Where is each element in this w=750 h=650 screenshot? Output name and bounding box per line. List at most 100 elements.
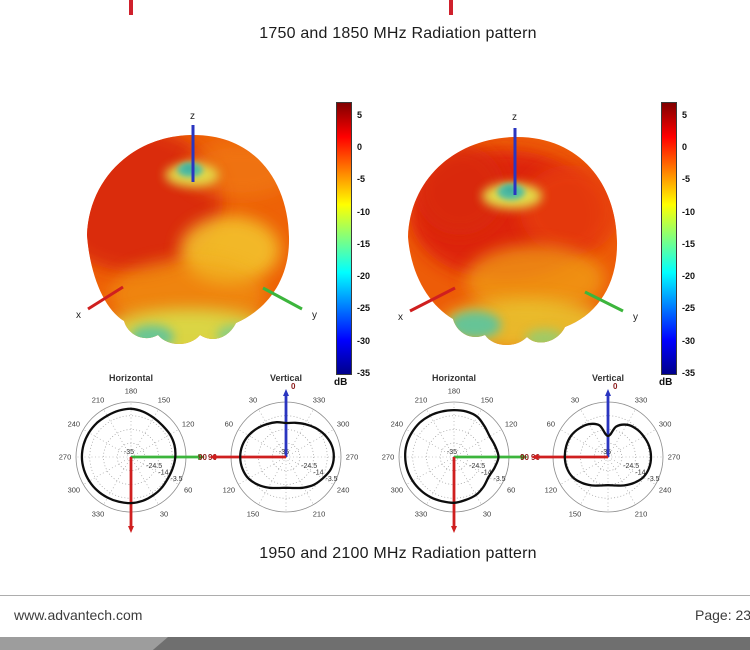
angle-tick-label: 60 bbox=[507, 486, 515, 495]
angle-tick-label: 150 bbox=[481, 395, 494, 404]
colorbar-tick-label: -25 bbox=[682, 303, 696, 314]
footer-bar bbox=[0, 637, 750, 650]
angle-tick-label: 210 bbox=[635, 510, 648, 519]
footer-bar-accent bbox=[0, 637, 168, 650]
y-axis-label: y bbox=[312, 310, 317, 321]
angle-tick-label: 210 bbox=[313, 510, 326, 519]
angle-tick-label: 300 bbox=[337, 420, 350, 429]
y-axis-line bbox=[262, 286, 303, 311]
y-axis-line bbox=[584, 290, 624, 313]
figure-caption-top: 1750 and 1850 MHz Radiation pattern bbox=[259, 25, 537, 42]
angle-tick-label: 180 bbox=[448, 387, 461, 396]
angle-tick-label: 240 bbox=[337, 486, 350, 495]
colorbar-tick-label: -20 bbox=[357, 271, 371, 282]
polar-plot-title: Horizontal bbox=[109, 373, 153, 383]
colorbar-tick-label: 5 bbox=[682, 109, 688, 120]
colorbar-tick-label: 0 bbox=[682, 142, 688, 153]
colorbar-tick-label: -30 bbox=[357, 335, 371, 346]
angle-tick-label: 330 bbox=[92, 510, 105, 519]
angle-tick-label: 330 bbox=[635, 395, 648, 404]
radial-tick-label: -14 bbox=[313, 470, 323, 477]
radial-tick-label: -35 bbox=[124, 449, 134, 456]
radial-tick-label: -24.5 bbox=[301, 463, 317, 470]
polar-angle-labels: 30 60 120 150 180 210 240 270 300 330 bbox=[59, 387, 195, 519]
radiation-curve bbox=[80, 407, 177, 505]
footer-website: www.advantech.com bbox=[14, 607, 143, 623]
radial-tick-label: -3.5 bbox=[494, 476, 506, 483]
angle-tick-label: 120 bbox=[223, 486, 236, 495]
polar-angle-labels: 30 60 120 150 210 240 270 300 330 bbox=[545, 395, 681, 518]
colorbar-gradient bbox=[336, 102, 352, 375]
red-axis-arrow: 90 bbox=[520, 453, 608, 462]
y-axis-label: y bbox=[633, 312, 638, 323]
colorbar-tick-label: 5 bbox=[357, 109, 363, 120]
colorbar-tick-label: -35 bbox=[357, 368, 371, 378]
radial-tick-label: -35 bbox=[279, 449, 289, 456]
radial-tick-label: -3.5 bbox=[326, 476, 338, 483]
angle-tick-label: 300 bbox=[659, 420, 672, 429]
polar-angle-labels: 30 60 120 150 210 240 270 300 330 bbox=[223, 395, 359, 518]
radiation-curve bbox=[563, 422, 653, 487]
radiation-curve bbox=[404, 408, 500, 504]
angle-tick-label: 270 bbox=[346, 453, 359, 462]
angle-tick-label: 270 bbox=[668, 453, 681, 462]
polar-ring-labels: -35 -24.5-14-3.5 bbox=[124, 449, 183, 483]
colorbar-tick-label: -15 bbox=[357, 238, 371, 249]
colorbar-right: dB 5 0 -5 -10 -15 -20 -25 -30 -35 bbox=[659, 102, 725, 397]
angle-tick-label: 270 bbox=[59, 453, 72, 462]
red-axis-arrow bbox=[451, 457, 457, 533]
colorbar-tick-label: -30 bbox=[682, 335, 696, 346]
angle-tick-label: 120 bbox=[545, 486, 558, 495]
blue-axis-arrow: 0 bbox=[605, 382, 618, 457]
angle-tick-label: 60 bbox=[225, 420, 233, 429]
radiation-surface bbox=[408, 136, 618, 346]
clipped-red-text-fragment bbox=[129, 0, 133, 15]
polar-ring-labels: -35 -24.5-14-3.5 bbox=[447, 449, 506, 483]
axis-angle-label: 0 bbox=[291, 382, 296, 391]
polar-plot-title: Horizontal bbox=[432, 373, 476, 383]
radial-tick-label: -14 bbox=[158, 470, 168, 477]
angle-tick-label: 30 bbox=[571, 395, 579, 404]
angle-tick-label: 150 bbox=[569, 510, 582, 519]
radial-tick-label: -3.5 bbox=[648, 476, 660, 483]
polar-angle-labels: 30 60 120 150 180 210 240 270 300 330 bbox=[382, 387, 518, 519]
colorbar-left: dB 5 0 -5 -10 -15 -20 -25 -30 -35 bbox=[334, 102, 400, 397]
radiation-curve bbox=[239, 421, 335, 490]
angle-tick-label: 240 bbox=[659, 486, 672, 495]
angle-tick-label: 150 bbox=[158, 395, 171, 404]
axis-angle-label: 90 bbox=[198, 453, 207, 462]
red-axis-arrow bbox=[128, 457, 134, 533]
angle-tick-label: 270 bbox=[382, 453, 395, 462]
page-number: Page: 23 bbox=[695, 607, 750, 623]
angle-tick-label: 300 bbox=[391, 486, 404, 495]
radial-tick-label: -14 bbox=[481, 470, 491, 477]
colorbar-tick-label: -10 bbox=[357, 206, 371, 217]
footer-divider bbox=[0, 595, 750, 596]
colorbar-tick-label: -10 bbox=[682, 206, 696, 217]
polar-plot-4-vertical: 30 60 120 150 210 240 270 300 330 -35 -24.5-14-3.5… bbox=[520, 373, 681, 519]
z-axis-label: z bbox=[190, 111, 195, 122]
radial-tick-label: -3.5 bbox=[171, 476, 183, 483]
colorbar-tick-label: -20 bbox=[682, 271, 696, 282]
colorbar-tick-label: -35 bbox=[682, 368, 696, 378]
radial-tick-label: -35 bbox=[601, 449, 611, 456]
radiation-3d-plot-left: z x y bbox=[76, 111, 317, 344]
radial-tick-label: -24.5 bbox=[469, 463, 485, 470]
angle-tick-label: 60 bbox=[547, 420, 555, 429]
angle-tick-label: 210 bbox=[92, 395, 105, 404]
axis-angle-label: 0 bbox=[613, 382, 618, 391]
colorbar-tick-label: 0 bbox=[357, 142, 363, 153]
colorbar-unit-label: dB bbox=[334, 377, 348, 388]
blue-axis-arrow: 0 bbox=[283, 382, 296, 457]
polar-ring-labels: -35 -24.5-14-3.5 bbox=[601, 449, 660, 483]
radiation-3d-plot-right: z x y bbox=[398, 112, 638, 346]
colorbar-unit-label: dB bbox=[659, 377, 673, 388]
colorbar-tick-label: -5 bbox=[682, 174, 691, 185]
polar-plot-title: Vertical bbox=[270, 373, 302, 383]
angle-tick-label: 120 bbox=[505, 420, 518, 429]
x-axis-line bbox=[409, 286, 456, 313]
angle-tick-label: 330 bbox=[415, 510, 428, 519]
radial-tick-label: -24.5 bbox=[623, 463, 639, 470]
polar-ring-labels: -35 -24.5-14-3.5 bbox=[279, 449, 338, 483]
